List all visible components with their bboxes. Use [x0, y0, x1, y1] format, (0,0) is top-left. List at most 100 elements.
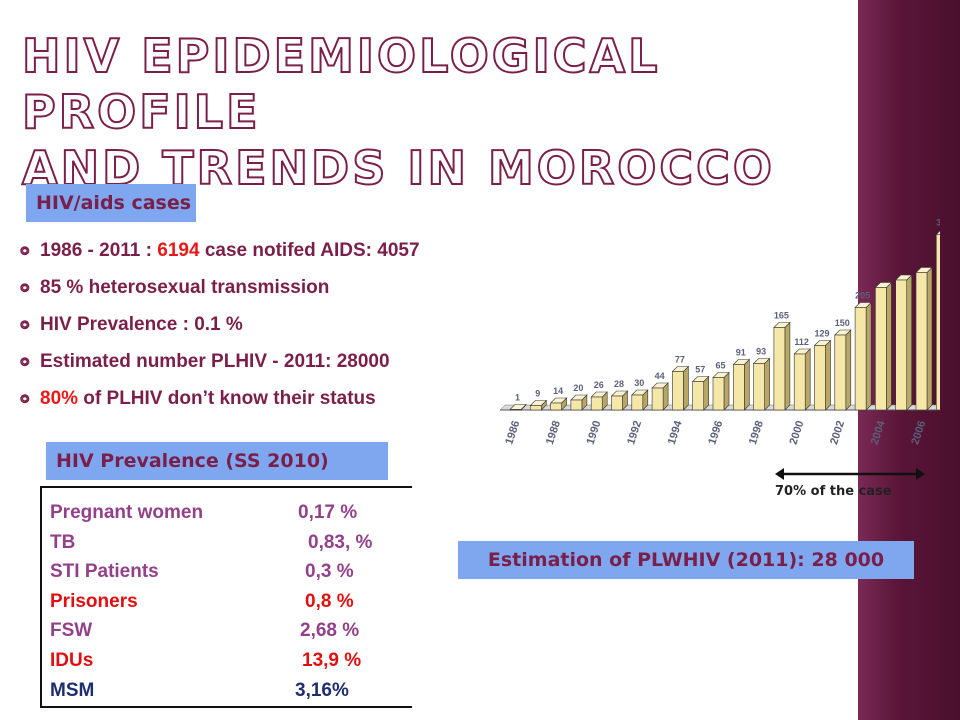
- fact-item: ⭗ 1986 - 2011 : 6194 case notifed AIDS: 4…: [20, 232, 540, 269]
- bullet-icon: ⭗: [20, 392, 30, 406]
- prevalence-group: Pregnant women: [50, 502, 204, 523]
- bullet-icon: ⭗: [20, 244, 30, 258]
- bar: [915, 272, 928, 411]
- arrow-caption: 70% of the case: [775, 484, 892, 499]
- bar-data-label: 26: [594, 380, 604, 390]
- x-tick-label: 1990: [585, 419, 604, 446]
- x-tick-label: 1986: [503, 419, 522, 446]
- bar-data-label: 91: [736, 348, 746, 358]
- bar-side: [784, 321, 791, 411]
- fact-text-tail: case notifed AIDS: 4057: [199, 240, 420, 261]
- bar: [834, 334, 847, 411]
- prevalence-value: 2,68 %: [300, 620, 360, 642]
- bullet-icon: ⭗: [20, 318, 30, 332]
- bar: [875, 287, 887, 411]
- prevalence-value: 0,17 %: [298, 502, 358, 523]
- bar: [550, 402, 562, 411]
- bar-data-label: 30: [634, 378, 644, 388]
- bar-data-label: 165: [774, 311, 789, 321]
- x-tick-label: 1994: [666, 418, 685, 446]
- fact-text: 85 % heterosexual transmission: [40, 277, 330, 298]
- prevalence-value: 0,8 %: [305, 590, 354, 612]
- bar: [732, 364, 745, 411]
- prevalence-row: MSM 3,16%: [50, 676, 412, 706]
- prevalence-row: TB 0,83, %: [50, 528, 412, 558]
- fact-text-tail: of PLHIV don’t know their status: [78, 388, 376, 409]
- fact-text: 1986 - 2011 :: [40, 240, 158, 261]
- prevalence-value: 0,83, %: [308, 531, 373, 553]
- bar: [611, 395, 623, 411]
- prevalence-group: Prisoners: [50, 590, 138, 612]
- bar: [814, 345, 826, 411]
- bar-side: [886, 281, 892, 411]
- bar-top: [935, 230, 940, 235]
- fact-text: Estimated number PLHIV - 2011: 28000: [40, 351, 390, 372]
- estimation-label: Estimation of PLWHIV (2011): 28 000: [458, 541, 914, 579]
- cases-section-label: HIV/aids cases: [26, 184, 196, 222]
- bar-data-label: 150: [835, 318, 850, 328]
- x-tick-label: 1992: [625, 419, 644, 446]
- bar-data-label: 57: [695, 365, 705, 375]
- bar-data-label: 351: [936, 218, 940, 228]
- prevalence-section-label: HIV Prevalence (SS 2010): [46, 442, 388, 480]
- fact-list: ⭗ 1986 - 2011 : 6194 case notifed AIDS: 4…: [20, 232, 540, 417]
- prevalence-table: Pregnant women 0,17 % TB 0,83, % STI Patient…: [40, 486, 412, 708]
- bar-side: [906, 274, 913, 411]
- bar: [712, 377, 725, 411]
- bar: [773, 327, 786, 411]
- bullet-icon: ⭗: [20, 355, 30, 369]
- bar-data-label: 65: [715, 361, 725, 371]
- bar-data-label: 1: [515, 393, 520, 403]
- prevalence-group: TB: [50, 531, 76, 553]
- bar: [692, 381, 704, 411]
- bar: [590, 396, 603, 411]
- prevalence-group: FSW: [50, 620, 93, 642]
- bar: [672, 371, 684, 411]
- bar-data-label: 129: [814, 329, 829, 339]
- fact-item: ⭗ Estimated number PLHIV - 2011: 28000: [20, 343, 540, 380]
- bar-data-label: 77: [675, 355, 685, 365]
- bar: [509, 409, 522, 411]
- x-tick-label: 2002: [828, 419, 847, 446]
- fact-highlight: 6194: [157, 240, 200, 261]
- bar-side: [845, 329, 852, 411]
- bar: [631, 394, 644, 411]
- bar-data-label: 112: [794, 337, 809, 347]
- bar-data-label: 14: [553, 386, 563, 396]
- bar-side: [723, 371, 730, 411]
- bar-side: [743, 358, 750, 411]
- bar-side: [764, 357, 770, 411]
- prevalence-group: IDUs: [50, 649, 94, 671]
- title-line-1: HIV epidemiological profile: [21, 28, 661, 140]
- bar-side: [683, 365, 689, 411]
- prevalence-value: 0,3 %: [305, 561, 354, 583]
- prevalence-group: STI Patients: [50, 561, 159, 583]
- bar: [854, 307, 867, 411]
- fact-item: ⭗ 80% of PLHIV don’t know their status: [20, 380, 540, 417]
- prevalence-group: MSM: [50, 679, 95, 701]
- bar-data-label: 9: [535, 389, 540, 399]
- bar-data-label: 93: [756, 347, 766, 357]
- bar-data-label: 28: [614, 379, 624, 389]
- bar-data-label: 44: [655, 371, 665, 381]
- x-tick-label: 1988: [544, 419, 563, 446]
- bar: [895, 279, 908, 411]
- bar-side: [926, 266, 933, 411]
- fact-item: ⭗ 85 % heterosexual transmission: [20, 269, 540, 306]
- x-tick-label: 1996: [706, 419, 725, 446]
- bar: [793, 353, 806, 411]
- x-tick-label: 1998: [747, 419, 766, 446]
- bar: [753, 363, 765, 411]
- aids-cases-bar-chart: 1 9 14 20 26 28 30 44 77 57 65 91 93 165 112 129 150 205 3…: [499, 218, 940, 446]
- prevalence-value: 3,16%: [295, 679, 349, 701]
- prevalence-row: IDUs 13,9 %: [50, 646, 412, 676]
- bar: [935, 234, 940, 411]
- bar: [570, 399, 583, 411]
- bar-side: [825, 339, 831, 411]
- prevalence-row: Prisoners 0,8 %: [50, 587, 412, 617]
- bullet-icon: ⭗: [20, 281, 30, 295]
- bar-side: [865, 301, 872, 411]
- bar-side: [703, 375, 709, 411]
- fact-item: ⭗ HIV Prevalence : 0.1 %: [20, 306, 540, 343]
- bar-side: [804, 348, 811, 411]
